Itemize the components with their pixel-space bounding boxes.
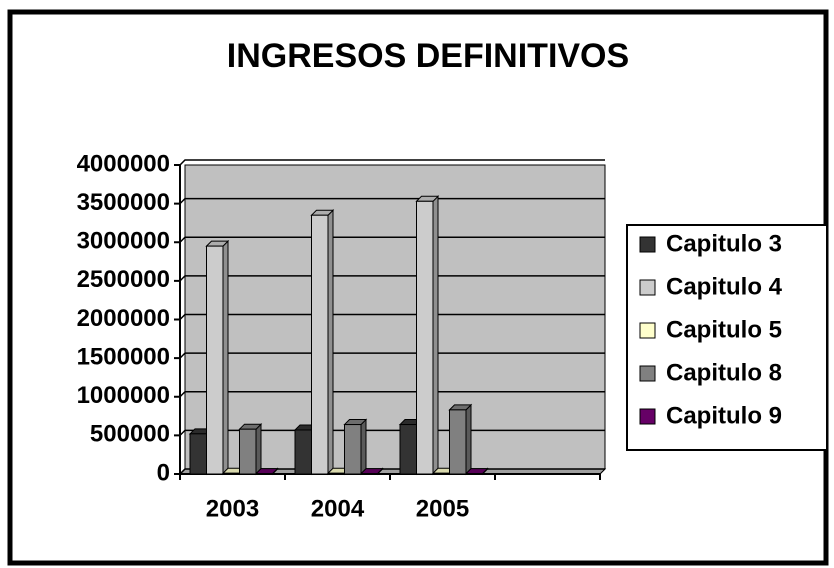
grid-line: [179, 236, 605, 243]
legend-swatch: [639, 236, 656, 253]
y-tick-label: 3000000: [77, 228, 170, 255]
bar: [189, 433, 207, 475]
bar-side: [432, 195, 439, 476]
legend-swatch: [639, 365, 656, 382]
bar-side: [327, 209, 334, 476]
grid-line: [179, 352, 605, 359]
bar: [239, 428, 257, 475]
grid-line: [179, 313, 605, 321]
y-tick-label: 0: [157, 459, 170, 486]
y-tick-label: 1000000: [77, 382, 170, 409]
bar: [206, 245, 224, 475]
x-tick-label: 2005: [416, 495, 469, 522]
grid-line: [179, 159, 605, 166]
chart-title: INGRESOS DEFINITIVOS: [227, 37, 629, 75]
x-tick-label: 2003: [206, 495, 259, 522]
y-tick-label: 1500000: [77, 343, 170, 370]
bar: [344, 424, 362, 475]
y-tick-label: 500000: [90, 421, 170, 448]
legend-box: [626, 224, 828, 451]
y-tick-label: 3500000: [77, 189, 170, 216]
x-tick-label: 2004: [311, 495, 365, 522]
grid-line: [179, 275, 605, 282]
y-tick-label: 2500000: [77, 266, 170, 293]
bar-side: [222, 239, 229, 476]
legend-label: Capitulo 3: [666, 230, 782, 257]
legend-label: Capitulo 9: [666, 402, 782, 429]
legend-label: Capitulo 8: [666, 359, 782, 386]
bar: [416, 200, 434, 475]
bar: [432, 472, 450, 475]
legend-swatch: [639, 279, 656, 296]
legend-swatch: [639, 322, 656, 339]
bar-side: [465, 403, 472, 476]
bar: [222, 472, 240, 475]
bar-side: [255, 422, 262, 476]
bar: [449, 409, 467, 475]
bar: [399, 424, 417, 475]
bar: [327, 472, 345, 475]
bar: [311, 214, 329, 475]
grid-line: [179, 197, 605, 205]
y-tick-label: 4000000: [77, 150, 170, 177]
bar-side: [360, 418, 367, 476]
bar: [294, 429, 312, 475]
legend-label: Capitulo 5: [666, 316, 782, 343]
legend-swatch: [639, 408, 656, 425]
y-tick-label: 2000000: [77, 305, 170, 332]
legend-label: Capitulo 4: [666, 273, 783, 300]
grid-line: [179, 391, 605, 398]
